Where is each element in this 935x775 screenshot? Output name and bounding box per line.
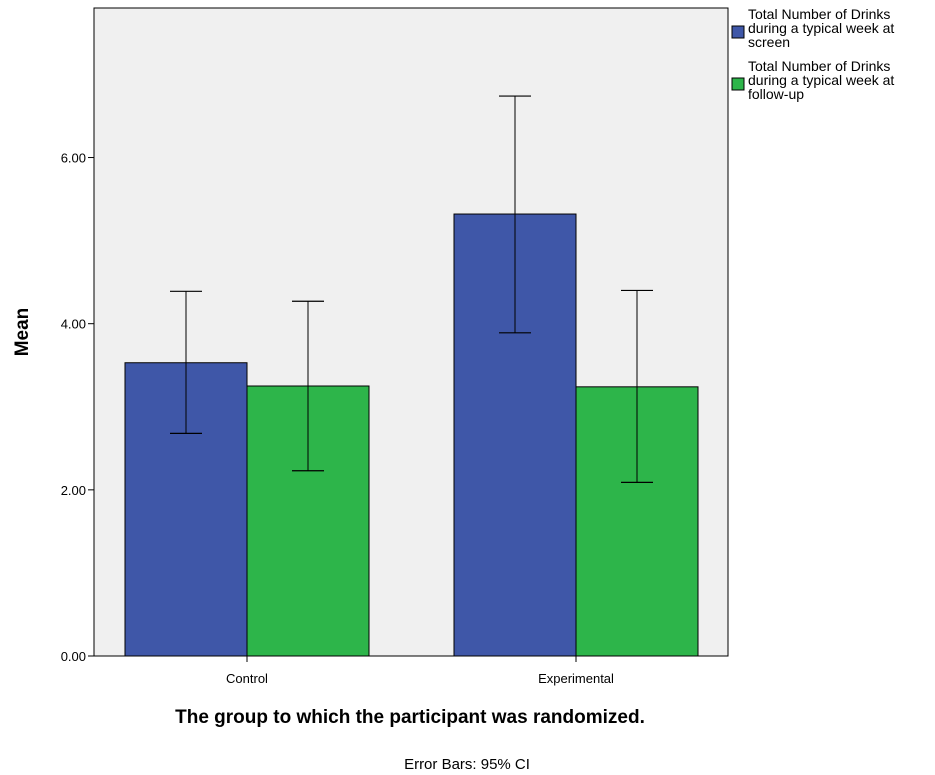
x-axis: Control Experimental	[226, 656, 614, 686]
y-axis: 0.00 2.00 4.00 6.00	[61, 151, 94, 664]
legend-swatch	[731, 77, 745, 91]
legend-label-line: screen	[748, 34, 790, 50]
legend-label-line: Total Number of Drinks	[748, 58, 890, 74]
error-bar-control-series-1	[170, 290, 202, 434]
error-bars-layer	[170, 95, 653, 483]
y-tick-label: 2.00	[61, 483, 86, 498]
y-tick-label: 6.00	[61, 151, 86, 166]
error-bar-control-series-2	[292, 300, 324, 472]
y-tick-label: 0.00	[61, 649, 86, 664]
error-bars-footnote: Error Bars: 95% CI	[404, 756, 530, 773]
legend-label-line: during a typical week at	[748, 72, 894, 88]
legend-swatch	[731, 25, 745, 39]
x-tick-label-experimental: Experimental	[538, 671, 614, 686]
x-axis-title: The group to which the participant was r…	[175, 707, 645, 728]
x-tick-label-control: Control	[226, 671, 268, 686]
error-bar-experimental-series-1	[499, 95, 531, 334]
error-bar-experimental-series-2	[621, 289, 653, 483]
y-tick-label: 4.00	[61, 317, 86, 332]
legend-label-line: during a typical week at	[748, 20, 894, 36]
legend-label-line: Total Number of Drinks	[748, 6, 890, 22]
y-axis-title: Mean	[12, 308, 33, 357]
legend-label-line: follow-up	[748, 86, 804, 102]
